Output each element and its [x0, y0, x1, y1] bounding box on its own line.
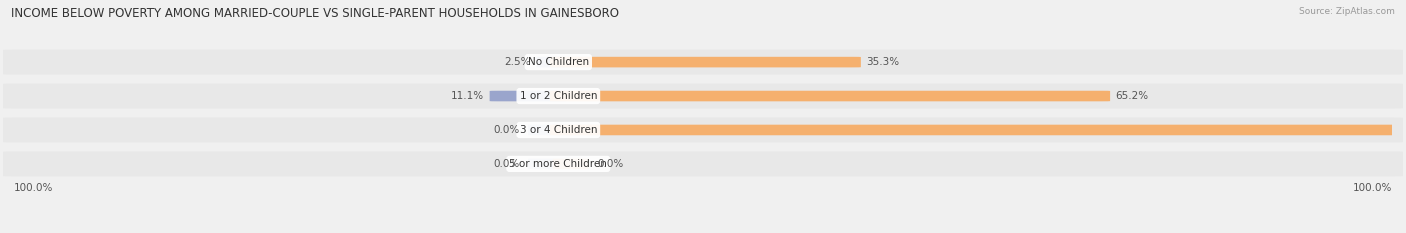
Text: Source: ZipAtlas.com: Source: ZipAtlas.com — [1299, 7, 1395, 16]
Text: 5 or more Children: 5 or more Children — [509, 159, 607, 169]
FancyBboxPatch shape — [537, 57, 567, 67]
Text: 11.1%: 11.1% — [451, 91, 484, 101]
FancyBboxPatch shape — [3, 84, 1403, 109]
Text: 2.5%: 2.5% — [505, 57, 531, 67]
Text: 3 or 4 Children: 3 or 4 Children — [520, 125, 598, 135]
Text: 1 or 2 Children: 1 or 2 Children — [520, 91, 598, 101]
Text: 100.0%: 100.0% — [14, 183, 53, 193]
Text: 35.3%: 35.3% — [866, 57, 900, 67]
Text: INCOME BELOW POVERTY AMONG MARRIED-COUPLE VS SINGLE-PARENT HOUSEHOLDS IN GAINESB: INCOME BELOW POVERTY AMONG MARRIED-COUPL… — [11, 7, 619, 20]
FancyBboxPatch shape — [550, 91, 1111, 101]
FancyBboxPatch shape — [3, 151, 1403, 176]
FancyBboxPatch shape — [3, 50, 1403, 75]
Text: 65.2%: 65.2% — [1115, 91, 1149, 101]
Text: 100.0%: 100.0% — [1353, 183, 1392, 193]
FancyBboxPatch shape — [550, 125, 1400, 135]
FancyBboxPatch shape — [529, 125, 564, 135]
Text: 0.0%: 0.0% — [494, 125, 520, 135]
Text: 0.0%: 0.0% — [598, 159, 623, 169]
FancyBboxPatch shape — [553, 159, 589, 169]
Text: 0.0%: 0.0% — [494, 159, 520, 169]
FancyBboxPatch shape — [489, 91, 567, 101]
FancyBboxPatch shape — [529, 159, 564, 169]
Text: No Children: No Children — [527, 57, 589, 67]
FancyBboxPatch shape — [3, 117, 1403, 142]
FancyBboxPatch shape — [550, 57, 860, 67]
